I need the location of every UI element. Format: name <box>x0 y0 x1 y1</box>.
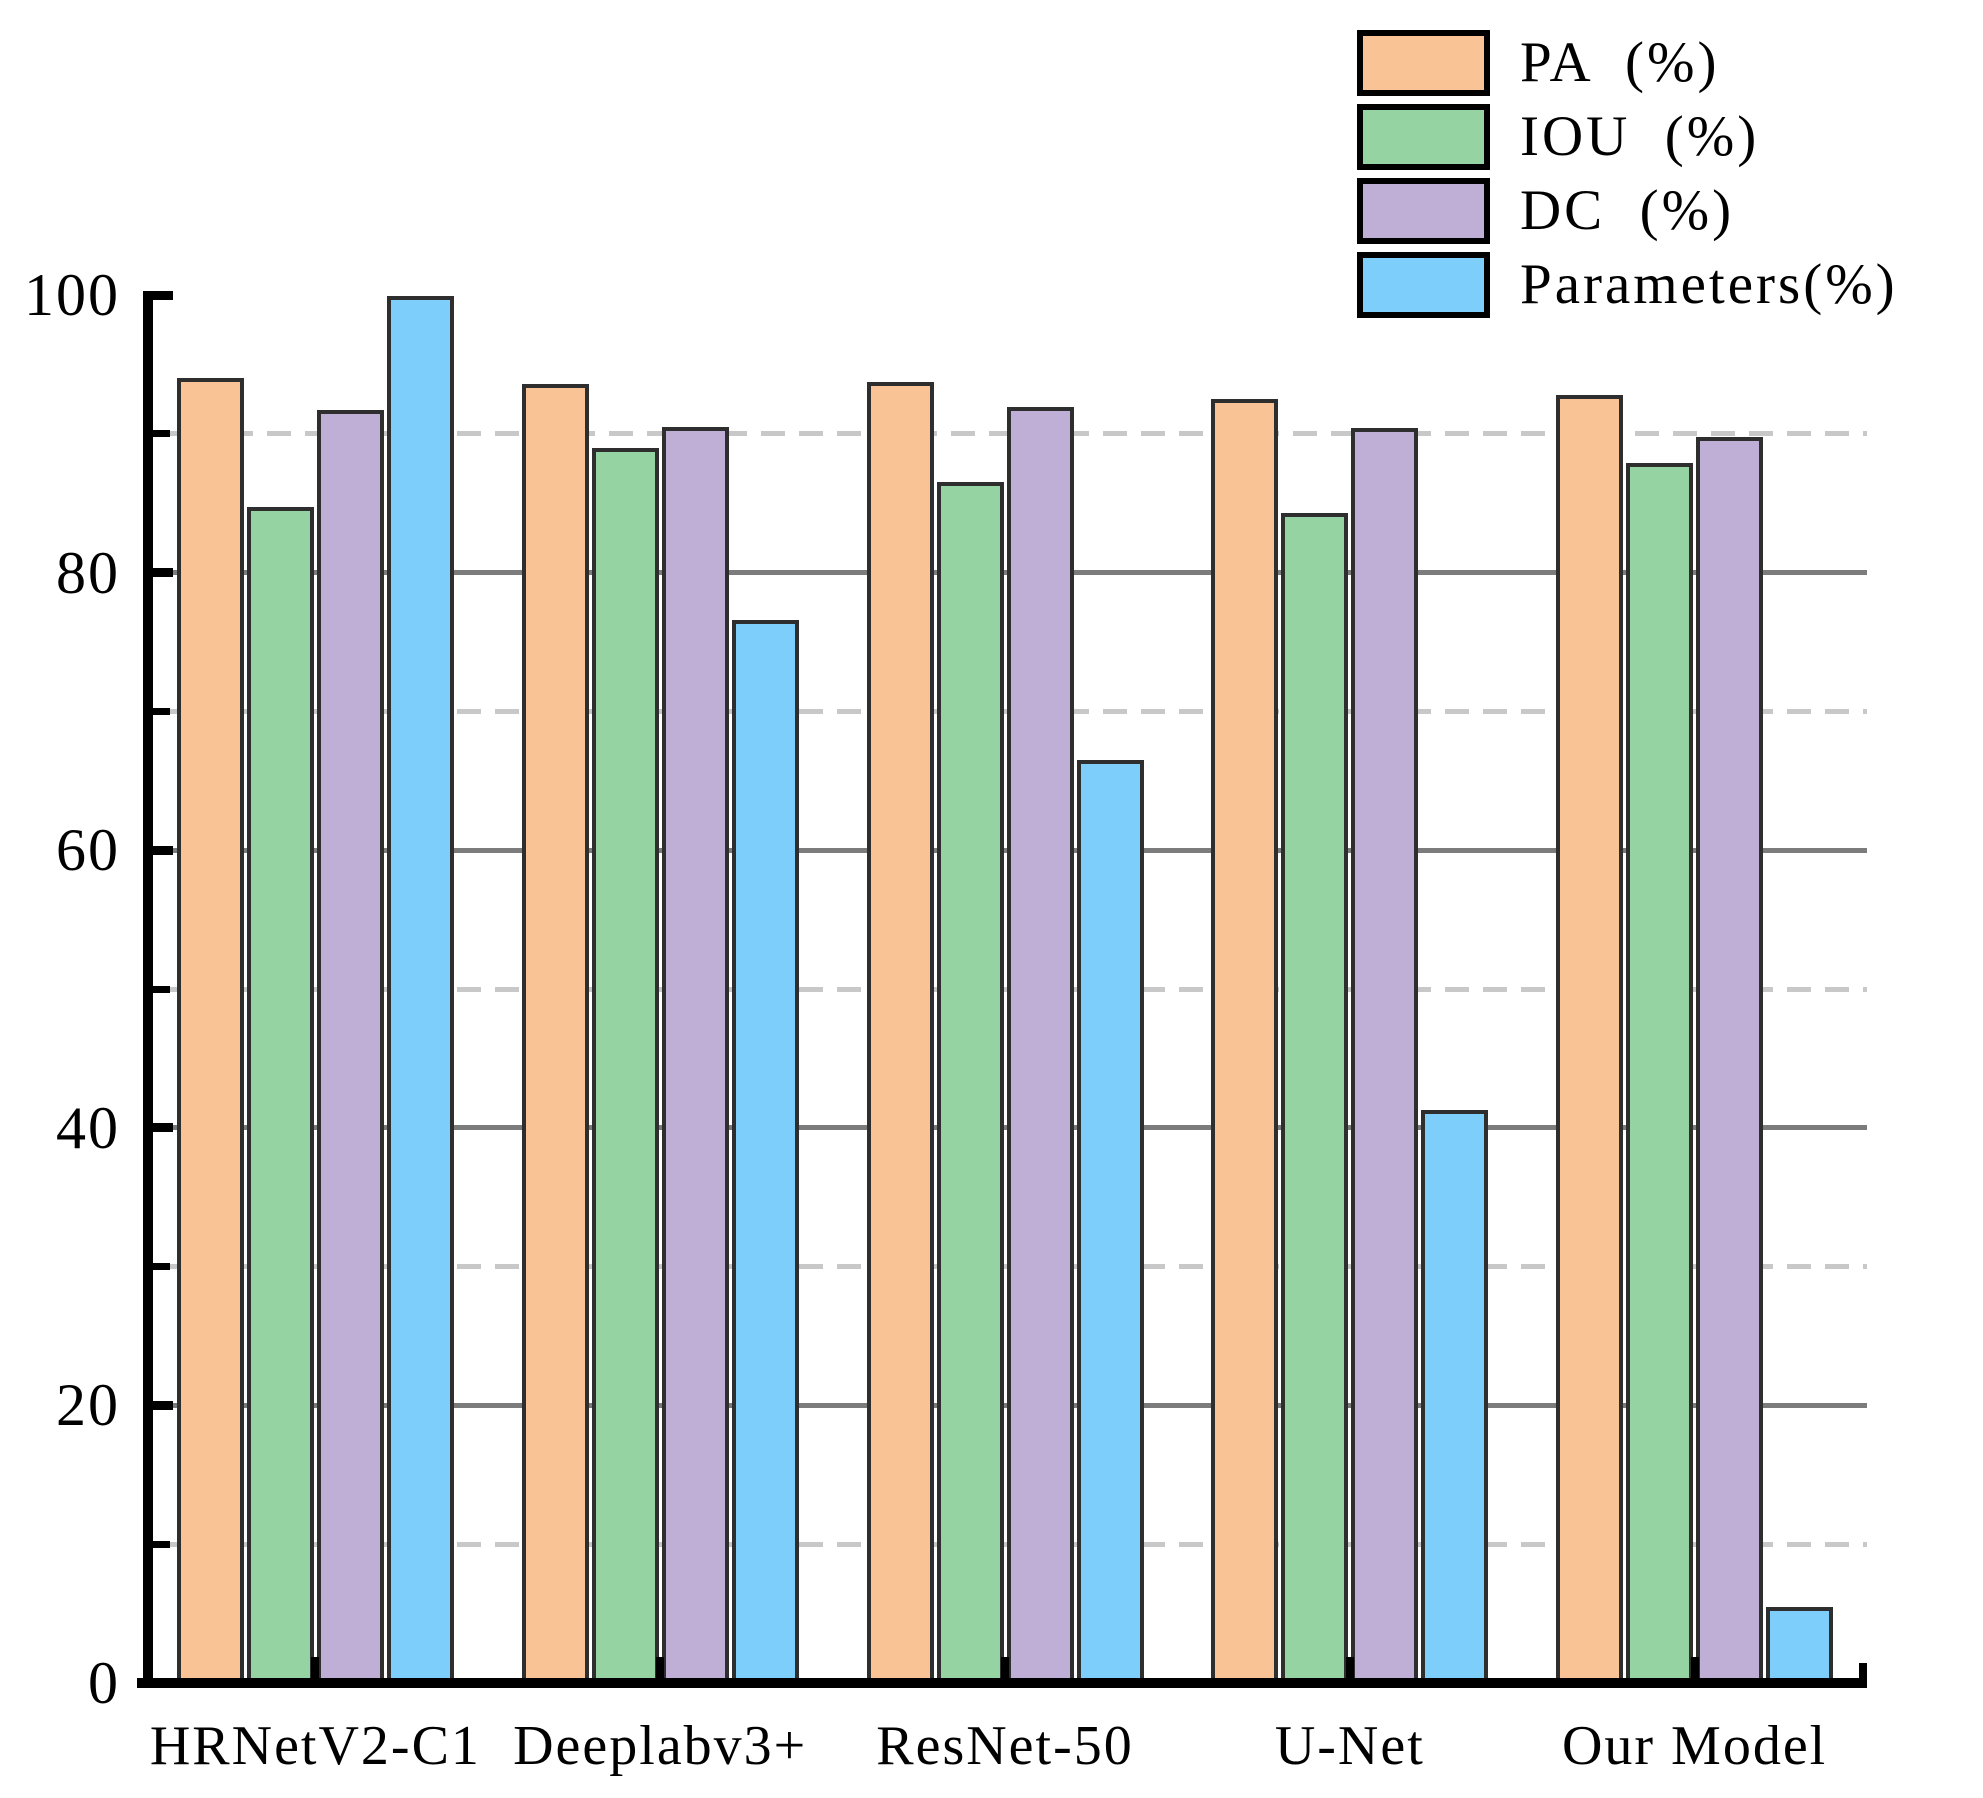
bar-deeplabv3--parameters- <box>731 619 799 1683</box>
y-tick-label-60: 60 <box>56 817 120 884</box>
x-tick-2 <box>656 1657 665 1683</box>
x-tick-4 <box>1345 1657 1354 1683</box>
bar-u-net-dc- <box>1351 428 1419 1683</box>
bar-hrnetv2-c1-parameters- <box>386 296 454 1683</box>
legend-label: PA (%) <box>1520 31 1720 94</box>
x-tick-label-4: U-Net <box>1274 1715 1425 1777</box>
legend-item-pa-: PA (%) <box>1357 30 1898 96</box>
y-minor-tick-50 <box>153 985 170 993</box>
x-tick-label-5: Our Model <box>1561 1715 1828 1777</box>
bar-deeplabv3--iou- <box>591 447 659 1683</box>
bar-our-model-iou- <box>1626 462 1694 1683</box>
bar-deeplabv3--dc- <box>661 426 729 1683</box>
bar-resnet-50-pa- <box>866 382 934 1683</box>
bar-deeplabv3--pa- <box>521 383 589 1683</box>
bar-our-model-parameters- <box>1766 1606 1834 1683</box>
x-tick-label-2: Deeplabv3+ <box>513 1715 808 1777</box>
bar-u-net-pa- <box>1211 399 1279 1683</box>
x-axis-end-tick <box>1859 1663 1867 1683</box>
y-minor-tick-30 <box>153 1263 170 1271</box>
y-tick-60 <box>143 845 173 855</box>
legend-item-iou-: IOU (%) <box>1357 104 1898 170</box>
bar-our-model-pa- <box>1556 394 1624 1683</box>
plot-area <box>137 290 1867 1688</box>
legend-label: DC (%) <box>1520 179 1735 242</box>
bar-hrnetv2-c1-dc- <box>316 410 384 1683</box>
x-tick-3 <box>1001 1657 1009 1683</box>
bar-resnet-50-dc- <box>1006 407 1074 1683</box>
y-tick-40 <box>143 1123 173 1133</box>
x-tick-5 <box>1690 1657 1699 1683</box>
bar-u-net-iou- <box>1281 512 1349 1683</box>
legend-item-parameters-: Parameters(%) <box>1357 252 1898 318</box>
dc--swatch <box>1357 178 1490 244</box>
y-tick-20 <box>143 1400 173 1410</box>
x-axis-line <box>137 1678 1867 1688</box>
bar-hrnetv2-c1-iou- <box>246 507 314 1683</box>
y-tick-100 <box>143 290 173 300</box>
y-minor-tick-90 <box>153 430 170 438</box>
y-minor-tick-70 <box>153 707 170 715</box>
x-tick-1 <box>311 1657 320 1683</box>
bar-hrnetv2-c1-pa- <box>176 378 244 1683</box>
bar-resnet-50-iou- <box>936 482 1004 1683</box>
parameters--swatch <box>1357 252 1490 318</box>
y-tick-label-100: 100 <box>24 262 120 328</box>
x-tick-label-3: ResNet-50 <box>876 1715 1134 1777</box>
y-tick-80 <box>143 568 173 578</box>
legend-label: IOU (%) <box>1520 105 1760 168</box>
iou--swatch <box>1357 104 1490 170</box>
y-tick-label-0: 0 <box>88 1650 120 1716</box>
legend-label: Parameters(%) <box>1520 253 1898 316</box>
legend: PA (%) IOU (%) DC (%) Parameters(%) <box>1357 30 1898 318</box>
bar-u-net-parameters- <box>1421 1109 1489 1683</box>
y-tick-label-80: 80 <box>56 539 120 606</box>
x-tick-label-1: HRNetV2-C1 <box>149 1715 481 1777</box>
y-minor-tick-10 <box>153 1540 170 1548</box>
legend-item-dc-: DC (%) <box>1357 178 1898 244</box>
y-axis-line <box>143 295 153 1688</box>
bar-our-model-dc- <box>1696 436 1764 1683</box>
y-tick-label-20: 20 <box>56 1372 120 1439</box>
pa--swatch <box>1357 30 1490 96</box>
bar-resnet-50-parameters- <box>1076 759 1144 1683</box>
y-tick-label-40: 40 <box>56 1094 120 1161</box>
